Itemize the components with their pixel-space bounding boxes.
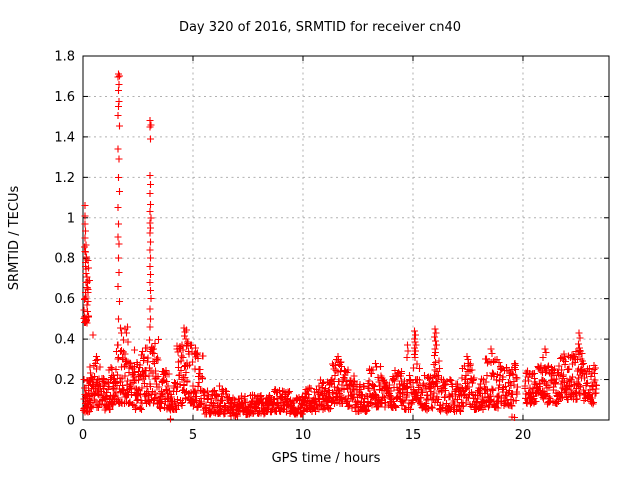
y-tick-label: 0.6 (54, 292, 75, 307)
y-axis-label: SRMTID / TECUs (7, 186, 22, 291)
x-tick-label: 0 (79, 428, 87, 443)
y-tick-label: 0.4 (54, 333, 75, 348)
axes: 0 5 10 15 20 0 0.2 0.4 0.6 0.8 1 1.2 1.4 1.6 1.8 (54, 50, 610, 443)
y-tick-label: 0.8 (54, 252, 75, 267)
chart-title: Day 320 of 2016, SRMTID for receiver cn4… (179, 20, 461, 35)
data-points (80, 70, 600, 423)
x-tick-label: 15 (405, 428, 422, 443)
y-tick-label: 1.4 (54, 130, 75, 145)
x-axis-label: GPS time / hours (272, 451, 381, 466)
y-tick-label: 0.2 (54, 373, 75, 388)
y-tick-label: 1 (67, 211, 75, 226)
x-tick-label: 5 (189, 428, 197, 443)
x-tick-label: 10 (295, 428, 312, 443)
y-tick-label: 1.6 (54, 90, 75, 105)
y-tick-label: 1.2 (54, 171, 75, 186)
y-tick-label: 1.8 (54, 50, 75, 65)
scatter-markers (80, 70, 600, 423)
x-tick-label: 20 (515, 428, 532, 443)
y-tick-label: 0 (67, 414, 75, 429)
